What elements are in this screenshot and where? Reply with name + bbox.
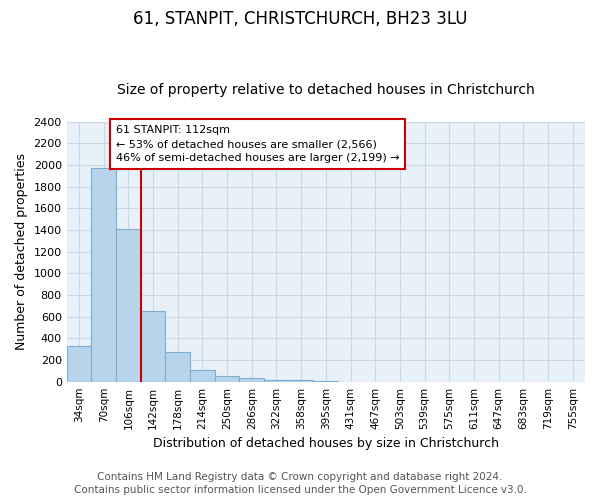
Bar bbox=[141, 312, 166, 382]
Text: 61, STANPIT, CHRISTCHURCH, BH23 3LU: 61, STANPIT, CHRISTCHURCH, BH23 3LU bbox=[133, 10, 467, 28]
Bar bbox=[215, 376, 239, 382]
Bar bbox=[313, 380, 338, 382]
Bar bbox=[289, 380, 313, 382]
Bar bbox=[239, 378, 264, 382]
Bar bbox=[190, 370, 215, 382]
Bar bbox=[264, 380, 289, 382]
X-axis label: Distribution of detached houses by size in Christchurch: Distribution of detached houses by size … bbox=[153, 437, 499, 450]
Text: 61 STANPIT: 112sqm
← 53% of detached houses are smaller (2,566)
46% of semi-deta: 61 STANPIT: 112sqm ← 53% of detached hou… bbox=[116, 125, 400, 163]
Bar bbox=[116, 229, 141, 382]
Bar bbox=[91, 168, 116, 382]
Y-axis label: Number of detached properties: Number of detached properties bbox=[15, 153, 28, 350]
Title: Size of property relative to detached houses in Christchurch: Size of property relative to detached ho… bbox=[117, 83, 535, 97]
Text: Contains HM Land Registry data © Crown copyright and database right 2024.
Contai: Contains HM Land Registry data © Crown c… bbox=[74, 472, 526, 495]
Bar bbox=[166, 352, 190, 382]
Bar bbox=[67, 346, 91, 382]
